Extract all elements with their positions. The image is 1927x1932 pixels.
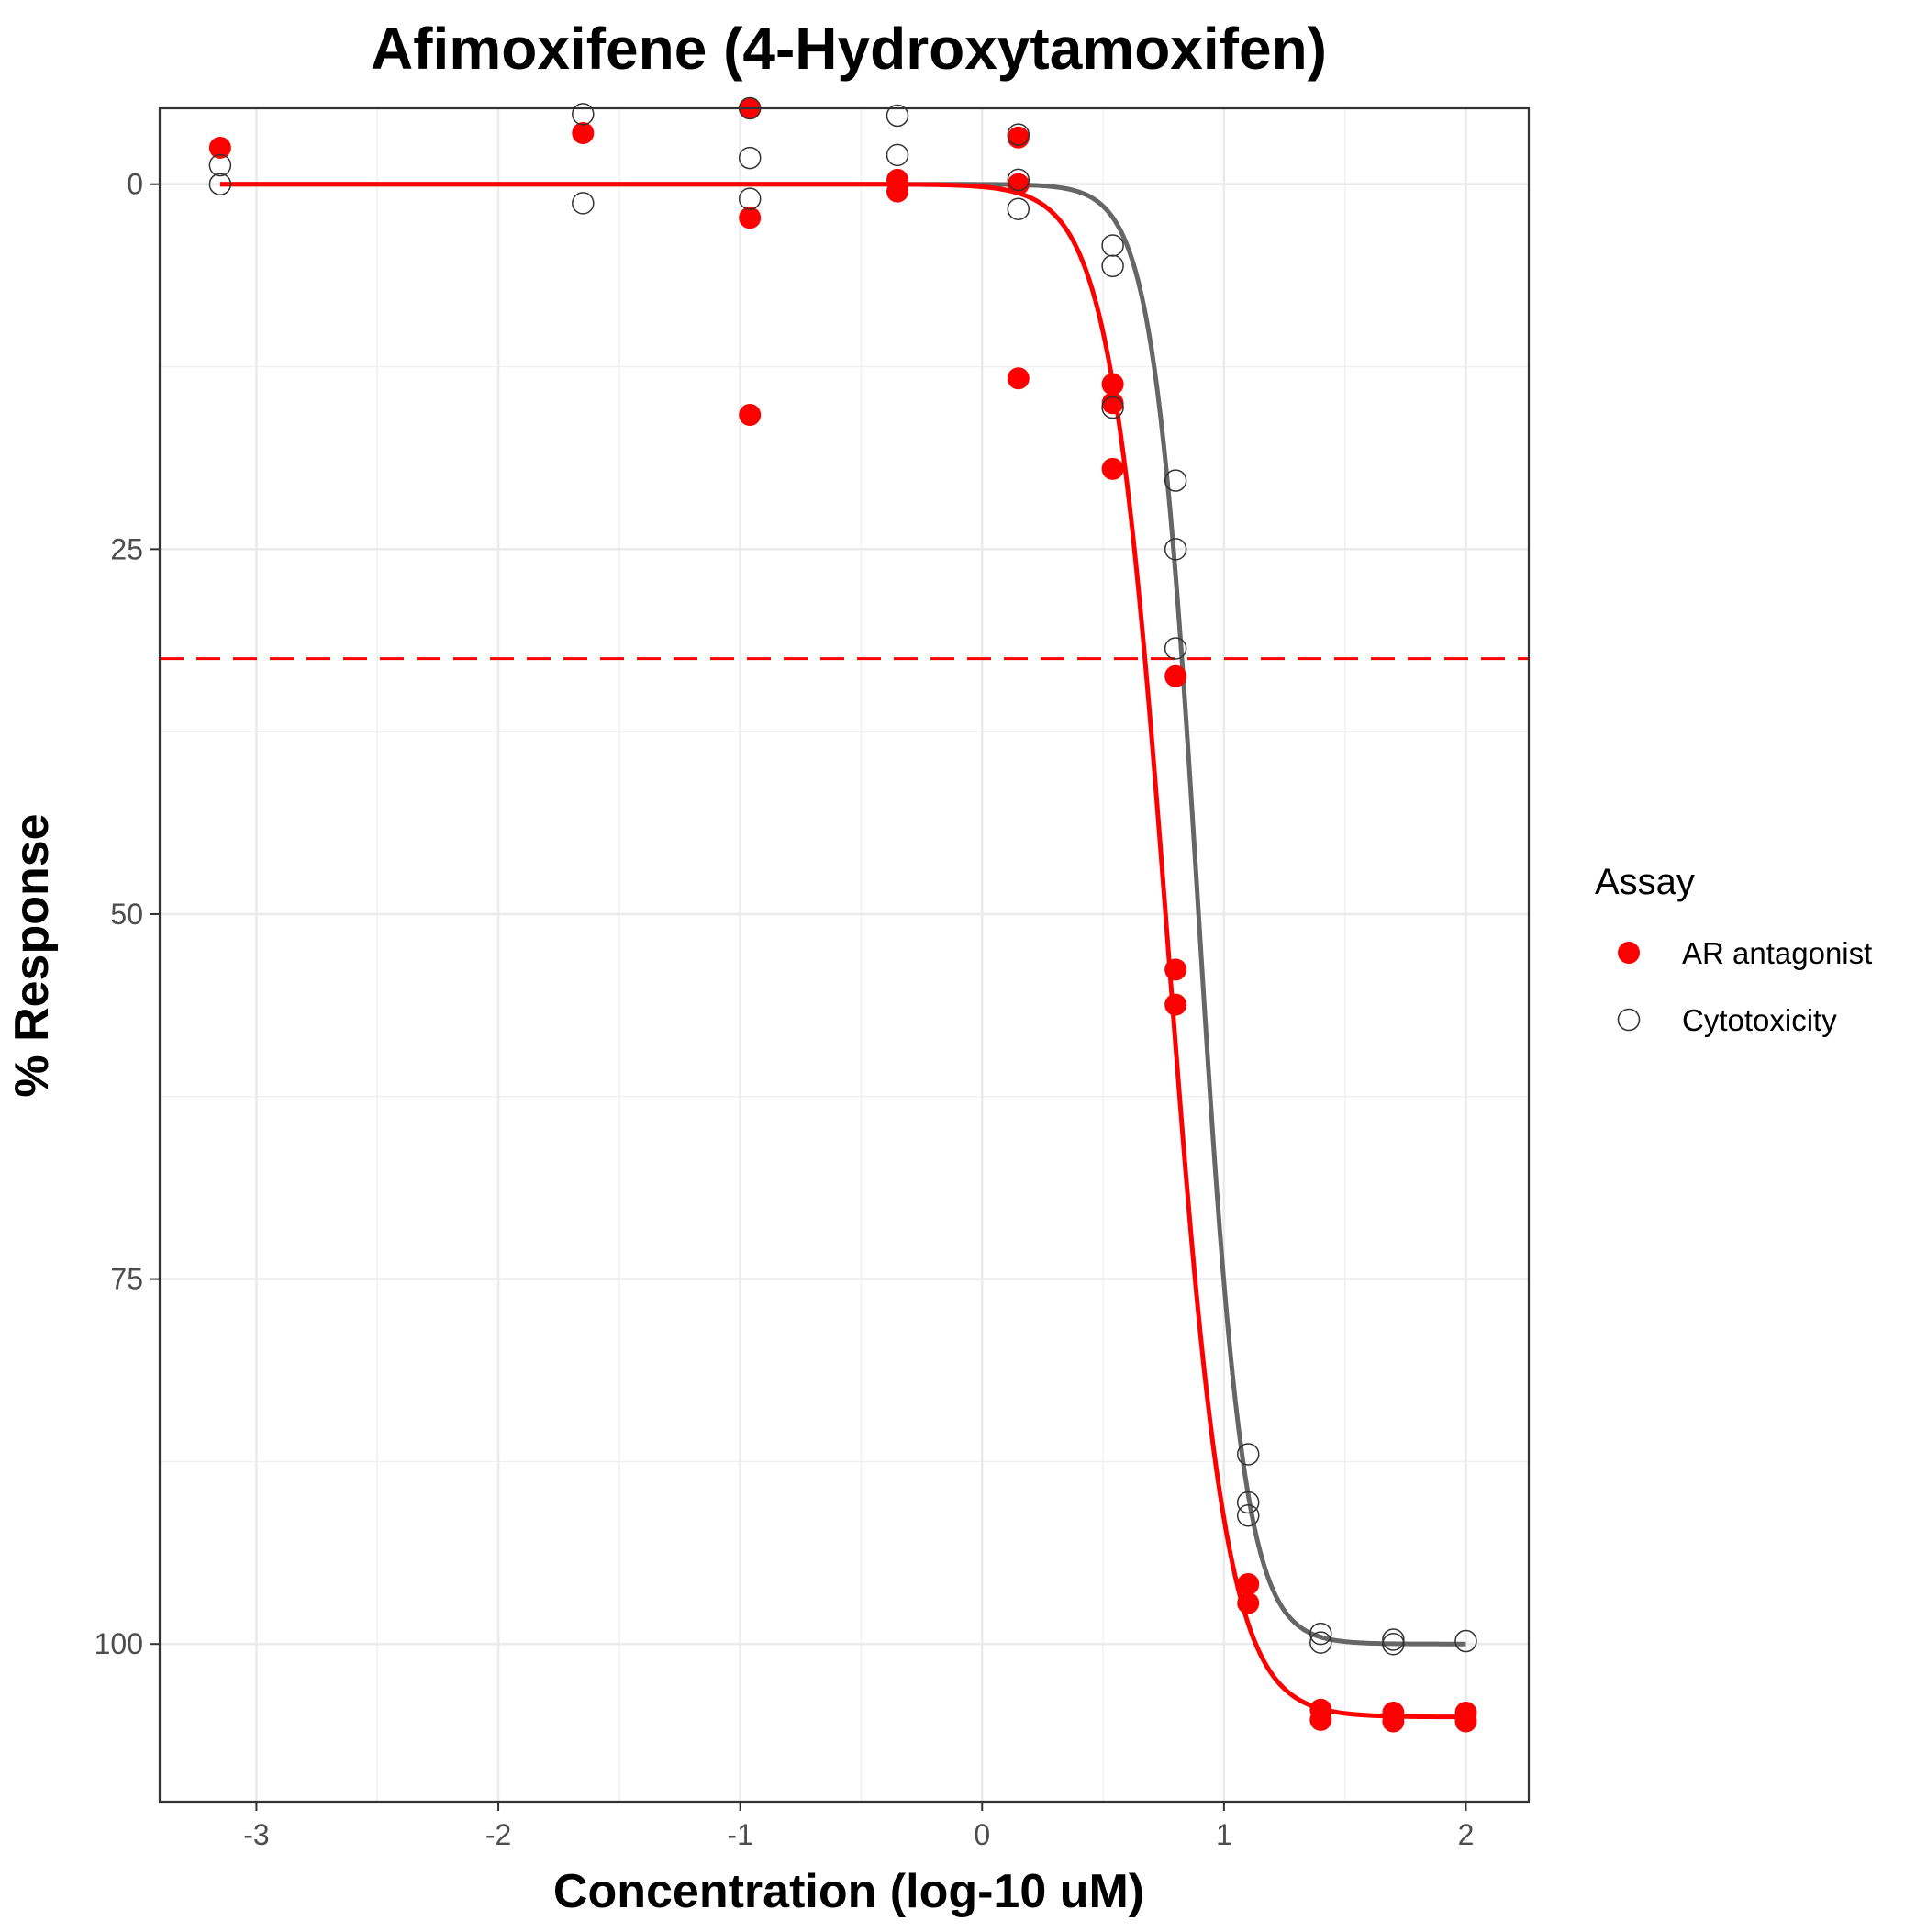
- legend-swatch-ar-antagonist: [1618, 942, 1640, 964]
- y-axis-title: % Response: [6, 813, 59, 1097]
- data-point-ar-antagonist: [1237, 1573, 1260, 1596]
- legend: Assay AR antagonist Cytotoxicity: [1595, 862, 1872, 1037]
- data-point-cytotoxicity: [572, 103, 595, 126]
- data-points: [208, 96, 1477, 1733]
- grid-lines: [160, 108, 1529, 1802]
- x-tick-label: -2: [485, 1818, 511, 1851]
- x-tick-label: 1: [1216, 1818, 1232, 1851]
- data-point-ar-antagonist: [1454, 1710, 1477, 1733]
- data-point-cytotoxicity: [1164, 469, 1187, 492]
- y-tick-label: 0: [127, 168, 143, 201]
- data-point-ar-antagonist: [1164, 664, 1187, 687]
- data-point-ar-antagonist: [1101, 373, 1124, 396]
- data-point-cytotoxicity: [572, 192, 595, 215]
- data-point-cytotoxicity: [1236, 1491, 1260, 1514]
- data-point-ar-antagonist: [1101, 457, 1124, 480]
- data-point-ar-antagonist: [1007, 173, 1030, 195]
- data-point-ar-antagonist: [1237, 1591, 1260, 1614]
- data-point-cytotoxicity: [1007, 123, 1030, 146]
- y-tick-label: 50: [110, 898, 143, 931]
- x-tick-label: 0: [974, 1818, 990, 1851]
- x-tick-label: -1: [727, 1818, 752, 1851]
- data-point-cytotoxicity: [1236, 1443, 1260, 1466]
- data-point-ar-antagonist: [1164, 993, 1187, 1016]
- data-point-cytotoxicity: [886, 104, 909, 128]
- y-tick-label: 100: [95, 1627, 143, 1660]
- data-point-ar-antagonist: [1007, 367, 1030, 390]
- legend-label-ar-antagonist: AR antagonist: [1682, 936, 1872, 970]
- data-point-cytotoxicity: [1007, 197, 1030, 220]
- legend-label-cytotoxicity: Cytotoxicity: [1682, 1003, 1837, 1037]
- plot-panel-border: [158, 106, 1531, 1804]
- data-point-ar-antagonist: [1164, 958, 1187, 981]
- x-axis-title: Concentration (log-10 uM): [553, 1865, 1144, 1918]
- axis-ticks: -3 -2 -1 0 1 2 0 25 50 75 100: [95, 168, 1475, 1851]
- data-point-ar-antagonist: [739, 404, 762, 427]
- chart-title: Afimoxifene (4-Hydroxytamoxifen): [371, 16, 1327, 82]
- x-tick-label: -3: [243, 1818, 269, 1851]
- data-point-ar-antagonist: [1309, 1708, 1332, 1731]
- data-point-cytotoxicity: [1454, 1629, 1477, 1653]
- legend-title: Assay: [1595, 862, 1695, 902]
- data-point-cytotoxicity: [1164, 637, 1187, 660]
- y-tick-label: 75: [110, 1263, 143, 1296]
- data-point-cytotoxicity: [1236, 1504, 1260, 1527]
- data-point-cytotoxicity: [1101, 396, 1124, 419]
- y-tick-label: 25: [110, 532, 143, 565]
- data-point-ar-antagonist: [1101, 392, 1124, 415]
- fit-curve-ar-antagonist: [219, 182, 1466, 1720]
- data-point-cytotoxicity: [886, 143, 909, 167]
- data-point-ar-antagonist: [572, 122, 595, 145]
- data-point-ar-antagonist: [1382, 1710, 1405, 1733]
- data-point-cytotoxicity: [208, 153, 232, 177]
- data-point-cytotoxicity: [1101, 234, 1124, 257]
- data-point-ar-antagonist: [886, 180, 908, 203]
- data-point-cytotoxicity: [738, 187, 762, 210]
- x-tick-label: 2: [1458, 1818, 1475, 1851]
- data-point-cytotoxicity: [738, 146, 762, 170]
- data-point-ar-antagonist: [208, 136, 231, 159]
- data-point-cytotoxicity: [1164, 538, 1187, 561]
- data-point-cytotoxicity: [1382, 1632, 1405, 1656]
- legend-swatch-cytotoxicity: [1617, 1008, 1641, 1032]
- fit-curves: [219, 182, 1466, 1720]
- data-point-cytotoxicity: [1309, 1622, 1332, 1646]
- data-point-cytotoxicity: [1007, 168, 1030, 192]
- data-point-ar-antagonist: [739, 207, 762, 229]
- data-point-cytotoxicity: [1382, 1628, 1405, 1651]
- data-point-cytotoxicity: [1101, 254, 1124, 278]
- data-point-cytotoxicity: [1309, 1631, 1332, 1654]
- data-point-cytotoxicity: [208, 173, 232, 195]
